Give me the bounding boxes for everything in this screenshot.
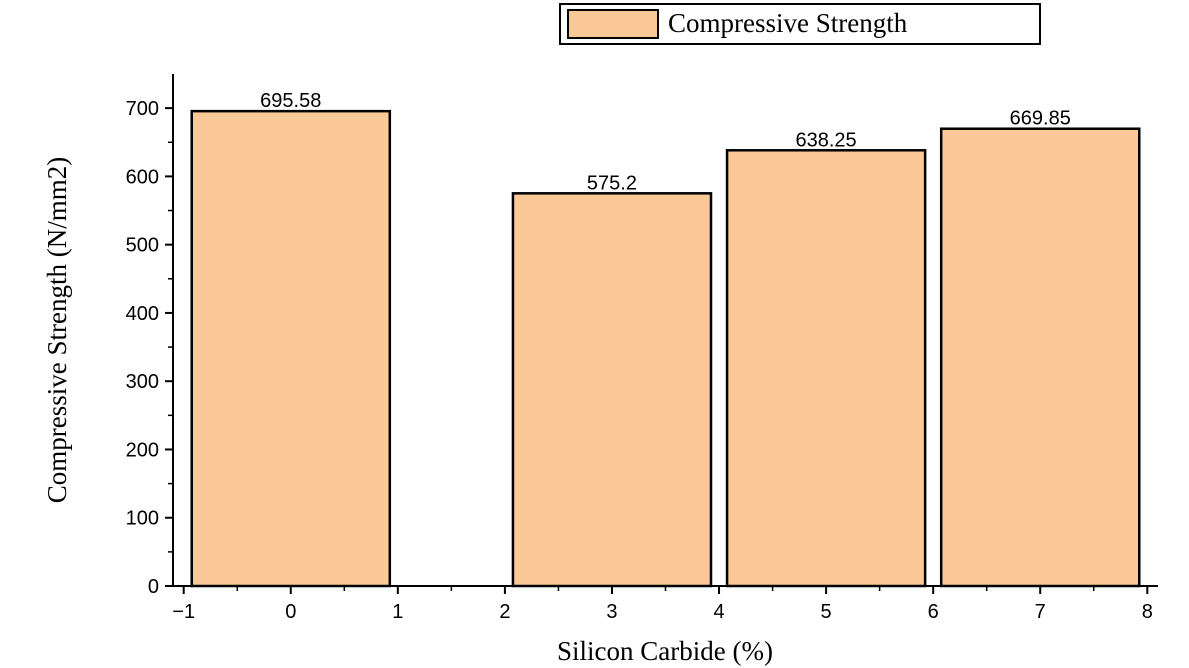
legend: Compressive Strength [559, 3, 1041, 45]
legend-swatch [567, 9, 659, 39]
y-tick-label-5: 500 [126, 235, 159, 257]
bar-2 [725, 149, 927, 588]
x-ticks-group: −1 0 1 2 3 4 5 6 7 8 [172, 586, 1153, 623]
bar-value-label-0: 695.58 [260, 90, 321, 112]
x-tick-label-1: 0 [285, 601, 296, 623]
y-tick-label-6: 600 [126, 166, 159, 188]
bar-0 [190, 109, 392, 588]
bar-value-label-1: 575.2 [587, 172, 637, 194]
y-tick-label-1: 100 [126, 508, 159, 530]
x-tick-label-8: 7 [1035, 601, 1046, 623]
bar-1 [511, 192, 713, 588]
x-tick-label-6: 5 [821, 601, 832, 623]
y-tick-label-0: 0 [148, 576, 159, 598]
bar-value-label-3: 669.85 [1010, 108, 1071, 130]
x-axis-title: Silicon Carbide (%) [557, 636, 773, 666]
x-tick-label-2: 1 [392, 601, 403, 623]
y-tick-label-7: 700 [126, 98, 159, 120]
x-tick-label-5: 4 [713, 601, 724, 623]
bar-3 [939, 127, 1141, 588]
y-tick-label-2: 200 [126, 439, 159, 461]
y-ticks-group: 0 100 200 300 400 500 600 700 [126, 98, 173, 598]
y-axis-title: Compressive Strength (N/mm2) [42, 157, 72, 503]
bar-value-label-2: 638.25 [796, 129, 857, 151]
x-tick-label-7: 6 [928, 601, 939, 623]
x-tick-label-3: 2 [499, 601, 510, 623]
data-labels-group: 695.58 575.2 638.25 669.85 [260, 90, 1071, 194]
x-tick-label-4: 3 [606, 601, 617, 623]
x-tick-label-0: −1 [172, 601, 195, 623]
x-tick-label-9: 8 [1142, 601, 1153, 623]
y-tick-label-3: 300 [126, 371, 159, 393]
bars-group [190, 109, 1141, 588]
y-tick-label-4: 400 [126, 303, 159, 325]
legend-label: Compressive Strength [668, 8, 908, 38]
